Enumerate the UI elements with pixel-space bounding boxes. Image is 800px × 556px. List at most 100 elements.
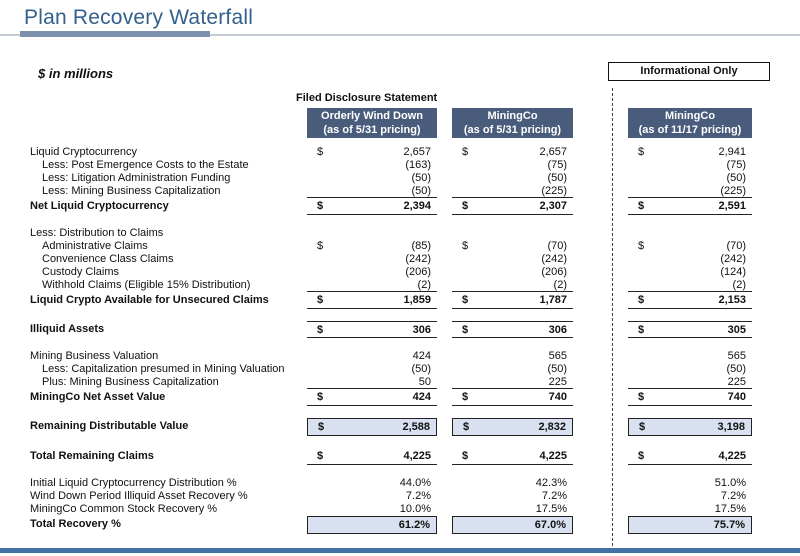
value-cell: (50) xyxy=(307,185,437,198)
table-row: Less: Distribution to Claims xyxy=(0,227,800,240)
value-cell: 51.0% xyxy=(628,477,752,490)
row-label: Liquid Crypto Available for Unsecured Cl… xyxy=(30,294,269,306)
value: 2,657 xyxy=(403,146,431,158)
value: 565 xyxy=(727,350,746,362)
value-cell: $305 xyxy=(628,321,752,338)
value: 424 xyxy=(412,350,431,362)
table-row: MiningCo Net Asset Value $424 $740 $740 xyxy=(0,389,800,406)
value: 2,832 xyxy=(538,420,566,433)
value: (2) xyxy=(732,278,746,291)
value-cell: (50) xyxy=(307,363,437,376)
row-label: Total Recovery % xyxy=(30,518,121,530)
value: 2,307 xyxy=(539,200,567,212)
dollar-sign: $ xyxy=(462,391,469,403)
value-cell: (2) xyxy=(452,279,573,292)
dollar-sign: $ xyxy=(638,294,645,306)
value: 740 xyxy=(548,391,567,403)
value-cell: 44.0% xyxy=(307,477,437,490)
value: 17.5% xyxy=(535,503,567,515)
value-cell: (225) xyxy=(452,185,573,198)
value-cell: 424 xyxy=(307,350,437,363)
value-cell: 50 xyxy=(307,376,437,389)
value: 17.5% xyxy=(714,503,746,515)
value-cell: 7.2% xyxy=(628,490,752,503)
page-title: Plan Recovery Waterfall xyxy=(24,6,254,29)
row-label: Custody Claims xyxy=(42,266,120,278)
dollar-sign: $ xyxy=(317,240,324,252)
value-cell: (242) xyxy=(452,253,573,266)
value-cell: 225 xyxy=(628,376,752,389)
value: (225) xyxy=(541,184,567,197)
row-label: Initial Liquid Cryptocurrency Distributi… xyxy=(30,477,237,489)
value-cell: (50) xyxy=(452,363,573,376)
value-cell: (75) xyxy=(628,159,752,172)
row-label: Net Liquid Cryptocurrency xyxy=(30,200,169,212)
row-label: Total Remaining Claims xyxy=(30,450,154,462)
value: 61.2% xyxy=(398,518,430,531)
value: 1,787 xyxy=(539,294,567,306)
value: (50) xyxy=(547,172,567,184)
value-cell: (242) xyxy=(628,253,752,266)
value-cell: (50) xyxy=(307,172,437,185)
value-cell: 42.3% xyxy=(452,477,573,490)
title-rule-accent xyxy=(20,31,210,37)
value-cell: 75.7% xyxy=(628,516,752,534)
value: (206) xyxy=(541,266,567,278)
dollar-sign: $ xyxy=(638,391,645,403)
value-cell: 61.2% xyxy=(307,516,437,534)
value: 10.0% xyxy=(399,503,431,515)
value: 2,394 xyxy=(403,200,431,212)
value: 75.7% xyxy=(713,518,745,531)
value-cell: 10.0% xyxy=(307,503,437,516)
value-cell: 225 xyxy=(452,376,573,389)
value: 4,225 xyxy=(539,450,567,462)
value-cell: $306 xyxy=(307,321,437,338)
value: 7.2% xyxy=(720,490,746,502)
dollar-sign: $ xyxy=(317,294,324,306)
value: 50 xyxy=(418,375,431,388)
value-cell: 565 xyxy=(452,350,573,363)
dollar-sign: $ xyxy=(638,323,645,336)
value: (242) xyxy=(720,253,746,265)
value-cell: 565 xyxy=(628,350,752,363)
dollar-sign: $ xyxy=(317,450,324,462)
value-cell: (242) xyxy=(307,253,437,266)
dollar-sign: $ xyxy=(462,240,469,252)
table-row: Total Recovery % 61.2% 67.0% 75.7% xyxy=(0,516,800,534)
filed-disclosure-label: Filed Disclosure Statement xyxy=(296,92,438,104)
title-rule xyxy=(0,34,800,36)
row-label: Less: Capitalization presumed in Mining … xyxy=(42,363,285,375)
value: 2,153 xyxy=(718,294,746,306)
row-label: Liquid Cryptocurrency xyxy=(30,146,137,158)
value: (50) xyxy=(726,363,746,375)
informational-only-box: Informational Only xyxy=(608,62,770,81)
table-row: Illiquid Assets $306 $306 $305 xyxy=(0,321,800,338)
value: (242) xyxy=(405,253,431,265)
dollar-sign: $ xyxy=(639,420,646,433)
dollar-sign: $ xyxy=(462,450,469,462)
column-pricing: (as of 5/31 pricing) xyxy=(463,124,562,136)
table-row: MiningCo Common Stock Recovery % 10.0% 17.… xyxy=(0,503,800,516)
value-cell: $2,588 xyxy=(307,418,437,436)
table-row: Custody Claims (206) (206) (124) xyxy=(0,266,800,279)
table-row: Initial Liquid Cryptocurrency Distributi… xyxy=(0,477,800,490)
row-label: MiningCo Net Asset Value xyxy=(30,391,166,403)
value: (70) xyxy=(547,240,567,252)
value-cell: $2,591 xyxy=(628,198,752,215)
value: 306 xyxy=(548,323,567,336)
spacer-row xyxy=(0,436,800,448)
value-cell: (50) xyxy=(452,172,573,185)
row-label: Administrative Claims xyxy=(42,240,148,252)
row-label: Wind Down Period Illiquid Asset Recovery… xyxy=(30,490,248,502)
row-label: Less: Post Emergence Costs to the Estate xyxy=(42,159,249,171)
row-label: Less: Mining Business Capitalization xyxy=(42,185,221,197)
value: (50) xyxy=(411,172,431,184)
table-row: Convenience Class Claims (242) (242) (242) xyxy=(0,253,800,266)
dollar-sign: $ xyxy=(462,323,469,336)
value: (2) xyxy=(417,278,431,291)
spacer-row xyxy=(0,465,800,477)
value-cell: $306 xyxy=(452,321,573,338)
value-cell: (124) xyxy=(628,266,752,279)
column-header-miningco-531: MiningCo (as of 5/31 pricing) xyxy=(452,108,573,138)
